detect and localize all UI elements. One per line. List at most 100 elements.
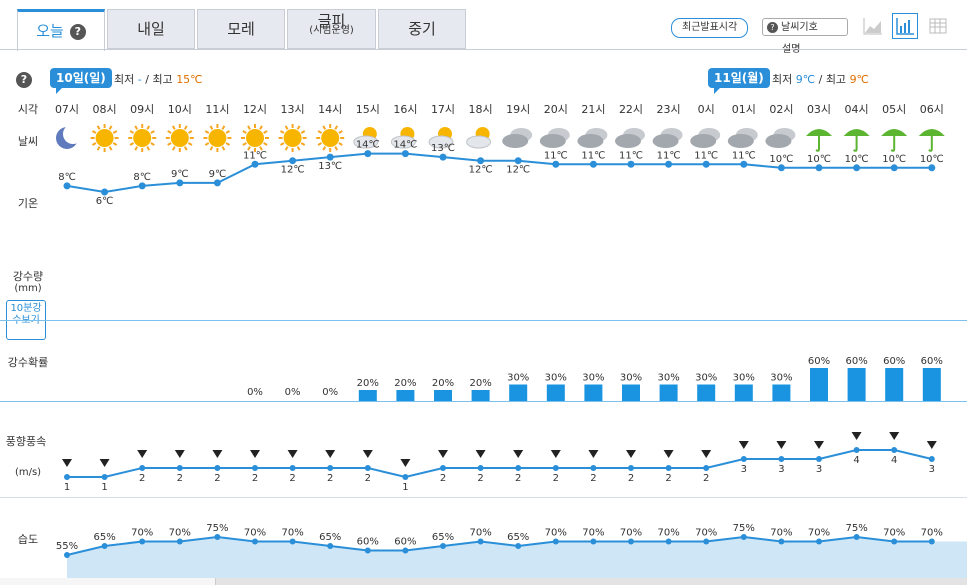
humidity-point [176, 538, 183, 545]
precip-prob-value: 30% [507, 373, 529, 384]
sun-ray [259, 125, 263, 130]
wind-point [816, 456, 822, 462]
humidity-value: 70% [169, 528, 191, 539]
wind-point [289, 465, 296, 471]
bar-view-button[interactable] [892, 13, 918, 39]
hour-label: 04시 [844, 103, 869, 116]
precip-prob-value: 20% [357, 378, 379, 389]
graph-view-button[interactable] [860, 13, 886, 39]
tab-today-label: 오늘 [36, 22, 64, 40]
wind-point [440, 465, 446, 471]
weather-symbol-button[interactable]: ? 날씨기호 [762, 18, 848, 36]
precip-prob-bar [772, 384, 791, 401]
wind-value: 2 [177, 473, 183, 484]
temp-value: 12℃ [506, 165, 530, 176]
temp-point [665, 160, 673, 168]
cloud-shape [585, 128, 608, 142]
day-tabs: 오늘? 내일 모레 글피 (시범운영) 중기 [0, 0, 967, 51]
temp-point [552, 160, 560, 168]
sun-ray [171, 146, 176, 151]
tab-day-after[interactable]: 모레 [197, 9, 285, 49]
temp-point [589, 160, 597, 168]
min-value: 9℃ [795, 73, 816, 86]
sun-ray [150, 142, 155, 146]
latest-time-button[interactable]: 최근발표시각 [671, 18, 749, 38]
precip-prob-value: 0% [247, 387, 263, 398]
cloud-shape [652, 134, 679, 148]
cloud-shape [623, 128, 645, 142]
temp-point [439, 153, 447, 161]
sun-ray [146, 125, 151, 130]
horizontal-scrollbar[interactable] [0, 578, 967, 585]
humidity-point [590, 538, 597, 545]
tab-third-day[interactable]: 글피 (시범운영) [287, 9, 376, 49]
hour-label: 15시 [355, 103, 380, 116]
tab-divider [0, 49, 967, 50]
help-icon[interactable]: ? [16, 72, 32, 88]
cloud-shape [510, 128, 533, 142]
wind-arrow-icon [174, 450, 185, 458]
hour-label: 09시 [130, 103, 155, 116]
sun-ray [317, 142, 323, 146]
precip-prob-value: 30% [733, 373, 755, 384]
sun-ray [96, 125, 101, 130]
sun-ray [317, 130, 323, 134]
precip-prob-value: 60% [921, 356, 943, 367]
wind-line [67, 449, 933, 479]
scrollbar-thumb[interactable] [0, 578, 216, 585]
sun-ray [259, 146, 263, 151]
tab-today[interactable]: 오늘? [17, 9, 105, 51]
temp-value: 9℃ [171, 169, 189, 180]
humidity-point [853, 534, 860, 540]
wind-value: 2 [214, 473, 220, 484]
wind-point [665, 465, 672, 471]
temp-point [702, 160, 710, 168]
cloud-icon [652, 128, 683, 148]
precip-prob-value: 30% [620, 373, 642, 384]
wind-arrow-icon [926, 441, 937, 449]
row-label-humidity: 습도 [17, 533, 39, 546]
wind-value: 2 [703, 473, 709, 484]
temp-point [740, 160, 748, 168]
wind-value: 4 [891, 455, 897, 466]
humidity-point [891, 538, 898, 545]
precip-prob-value: 0% [322, 387, 338, 398]
humidity-value: 70% [244, 528, 266, 539]
humidity-value: 75% [845, 523, 867, 534]
hour-label: 10시 [167, 103, 192, 116]
sun-ray [183, 125, 188, 130]
precip-prob-bar [659, 384, 678, 401]
humidity-value: 65% [93, 532, 115, 543]
temp-point [176, 179, 184, 187]
temp-point [138, 182, 146, 190]
row-label-wind: 풍향풍속 [5, 435, 47, 448]
precip-prob-value: 60% [808, 356, 830, 367]
temp-point [777, 164, 785, 172]
sun-ray [322, 125, 327, 130]
help-icon[interactable]: ? [69, 23, 86, 40]
cloud-icon [765, 128, 796, 148]
wind-arrow-icon [137, 450, 148, 458]
date-flag-day2: 11일(월) [708, 68, 770, 94]
table-view-button[interactable] [925, 13, 951, 39]
umbrella-handle [815, 136, 820, 152]
sun-ray [263, 142, 268, 146]
tab-midterm[interactable]: 중기 [378, 9, 466, 49]
umbrella-icon [918, 129, 945, 152]
humidity-point [628, 538, 634, 545]
humidity-point [252, 538, 258, 545]
humidity-point [778, 538, 785, 545]
precip-prob-value: 30% [545, 373, 567, 384]
sun-ray [296, 125, 301, 130]
max-value: 9℃ [849, 73, 869, 86]
precip-prob-bar [622, 384, 640, 401]
wind-arrow-icon [550, 450, 561, 458]
wind-value: 1 [101, 482, 107, 493]
precip-prob-value: 0% [285, 387, 301, 398]
hour-label: 03시 [806, 103, 832, 116]
sun-ray [167, 142, 172, 146]
cloud-shape [353, 135, 379, 149]
humidity-value: 65% [432, 532, 454, 543]
tab-tomorrow[interactable]: 내일 [107, 9, 195, 49]
precip-prob-value: 30% [657, 373, 679, 384]
